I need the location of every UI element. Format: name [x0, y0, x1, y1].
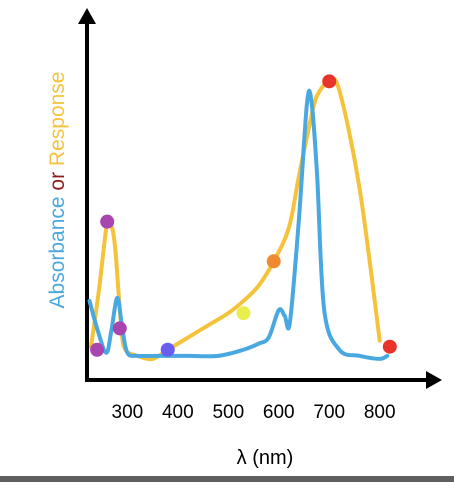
x-tick-label: 400: [162, 402, 194, 423]
data-point-2: [100, 214, 115, 229]
series-line-2: [87, 88, 390, 361]
y-axis-label-part-2: or: [46, 166, 69, 196]
bottom-divider: [0, 476, 454, 482]
data-point-8: [382, 339, 397, 354]
data-point-3: [112, 321, 127, 336]
x-tick-label: 300: [112, 402, 144, 423]
marker-layer: [90, 74, 397, 357]
data-point-4: [160, 342, 175, 357]
x-axis-arrow-icon: [426, 371, 442, 389]
x-tick-label: 500: [212, 402, 244, 423]
x-tick-label: 700: [313, 402, 345, 423]
y-axis-label-part-1: Absorbance: [46, 196, 69, 308]
x-tick-label: 600: [263, 402, 295, 423]
y-axis-label-part-3: Response: [46, 72, 69, 167]
series-line-1: [89, 76, 382, 362]
y-axis-label: Absorbance or Response: [46, 72, 69, 309]
y-axis-arrow-icon: [78, 8, 96, 24]
x-axis-label: λ (nm): [237, 447, 294, 469]
data-point-1: [90, 342, 105, 357]
data-point-6: [266, 254, 281, 269]
data-point-7: [322, 74, 337, 89]
axes: [78, 8, 442, 389]
x-tick-labels: 300 400 500 600 700 800: [112, 402, 396, 423]
data-point-5: [236, 306, 251, 321]
x-tick-label: 800: [364, 402, 396, 423]
